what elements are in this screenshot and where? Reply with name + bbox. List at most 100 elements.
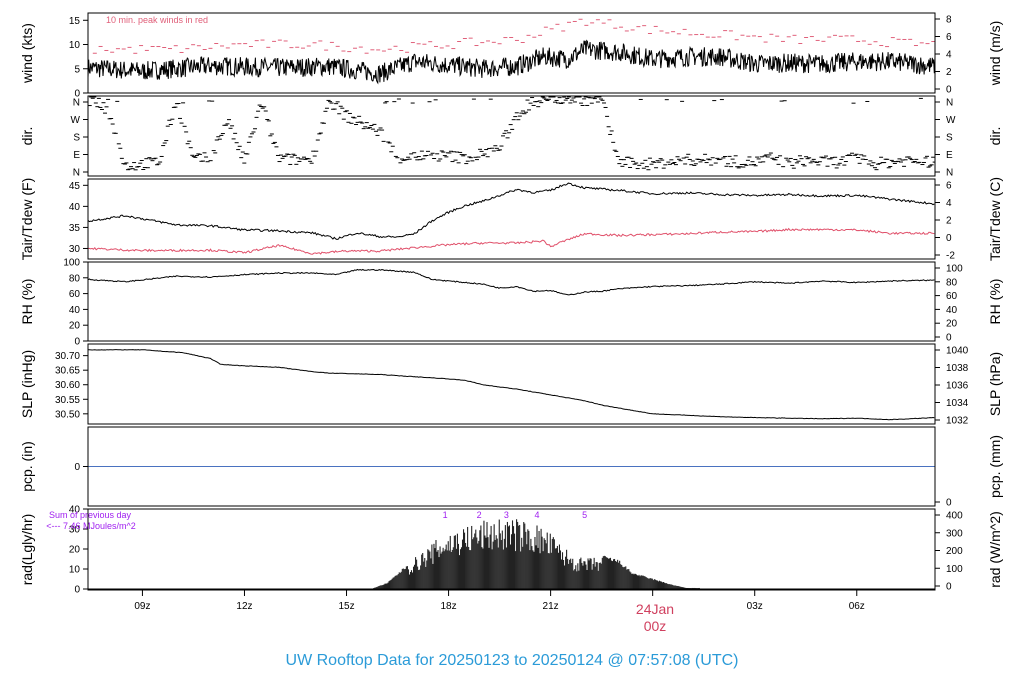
radiation-ytick-label-right: 0 [946,582,952,593]
temperature-ytick-label-right: -2 [946,251,955,262]
panel-radiation: rad(Lgly/hr) rad (W/m^2)01020304001002003… [19,505,1003,596]
slp-ytick-label-right: 1034 [946,398,969,409]
radiation-ytick-label-left: 20 [69,545,81,556]
slp-ytick-label-right: 1038 [946,363,969,374]
radiation-ytick-label-left: 0 [74,585,80,596]
dir-ylabel-left: dir. [19,127,35,146]
radiation-annotation-line1: Sum of previous day [49,510,132,520]
date-marker-date: 24Jan [636,601,674,617]
wind-ylabel-left: wind (kts) [19,23,35,84]
wind-ytick-label-right: 0 [946,85,952,96]
slp-ylabel-left: SLP (inHg) [19,350,35,418]
radiation-frame [87,508,936,591]
slp-ytick-label-left: 30.50 [55,409,80,420]
rh-ytick-label-right: 20 [946,319,958,330]
rh-ylabel-right: RH (%) [987,279,1003,325]
rh-ytick-label-left: 40 [69,305,81,316]
precip-ytick-label-right: 0 [946,498,952,509]
temperature-ytick-label-left: 40 [69,202,81,213]
slp-ytick-label-right: 1040 [946,346,969,357]
temperature-ytick-label-left: 30 [69,244,81,255]
wind-annotation: 10 min. peak winds in red [106,15,208,25]
wind-plot [88,18,935,85]
dir-ytick-label-right: E [946,150,953,161]
slp-ytick-label-left: 30.55 [55,395,80,406]
rh-ytick-label-left: 80 [69,273,81,284]
temperature-ytick-label-left: 35 [69,223,81,234]
slp-ytick-label-left: 30.65 [55,366,80,377]
rh-ytick-label-right: 40 [946,305,958,316]
panel-temperature: Tair/Tdew (F) Tair/Tdew (C) 30 35 40 45 -2 0 2 4 6 [19,177,1003,262]
precip-frame [87,426,936,507]
panel-rh: RH (%) RH (%) 0 20 40 60 80 100 0 20 40 60 80 100 [19,258,1003,348]
temperature-ytick-label-right: 2 [946,216,952,227]
radiation-hour-marker: 3 [504,510,509,520]
x-tick-label: 15z [338,601,354,612]
slp-frame [87,343,936,425]
dir-ytick-label-left: W [71,115,81,126]
slp-plot [88,349,935,421]
rh-plot [88,268,935,296]
temperature-frame [87,178,936,260]
wind-ytick-label-right: 8 [946,15,952,26]
dir-ytick-label-right: S [946,133,953,144]
wind-ytick-label-left: 5 [74,64,80,75]
wind-ytick-label-left: 10 [69,40,81,51]
rh-ylabel-left: RH (%) [19,279,35,325]
temperature-ylabel-right: Tair/Tdew (C) [987,177,1003,261]
x-tick-label: 06z [849,601,865,612]
dir-plot [88,96,935,171]
slp-ylabel-right: SLP (hPa) [987,352,1003,416]
temperature-ytick-label-right: 0 [946,233,952,244]
dir-ytick-label-right: N [946,168,953,179]
air-temperature-trace [88,182,935,241]
panel-precip: pcp. (in) pcp. (mm) 0 0 [19,426,1003,509]
rh-trace [88,268,935,296]
x-tick-label: 18z [441,601,457,612]
x-tick-label: 03z [747,601,763,612]
rh-ytick-label-right: 100 [946,264,963,275]
radiation-ytick-label-right: 300 [946,528,963,539]
wind-ytick-label-right: 2 [946,67,952,78]
x-tick-label: 21z [543,601,559,612]
temperature-ytick-label-left: 45 [69,181,81,192]
slp-ytick-label-right: 1036 [946,381,969,392]
temperature-ytick-label-right: 6 [946,181,952,192]
dir-ytick-label-left: N [73,98,80,109]
precip-ytick-label-left: 0 [74,462,80,473]
wind-ytick-label-right: 4 [946,50,952,61]
radiation-ytick-label-left: 40 [69,505,81,516]
temperature-ytick-label-right: 4 [946,198,952,209]
dewpoint-trace [88,227,935,255]
rh-ytick-label-left: 0 [74,337,80,348]
wind-ylabel-right: wind (m/s) [987,21,1003,87]
slp-ytick-label-left: 30.70 [55,351,80,362]
slp-trace [88,349,935,421]
panel-wind: wind (kts) wind (m/s) 0 5 10 15 0 2 4 6 8 10 min. p… [19,12,1003,100]
radiation-ytick-label-right: 200 [946,546,963,557]
slp-ytick-label-left: 30.60 [55,380,80,391]
radiation-ytick-label-left: 30 [69,525,81,536]
x-tick-label: 09z [134,601,150,612]
precip-ylabel-left: pcp. (in) [19,441,35,492]
wind-frame [87,12,936,94]
radiation-ylabel-right: rad (W/m^2) [987,511,1003,588]
rh-ytick-label-left: 20 [69,321,81,332]
rh-ytick-label-right: 0 [946,333,952,344]
x-axis: 09z 12z 15z 18z 21z 03z 06z [134,590,865,612]
rh-ytick-label-left: 60 [69,289,81,300]
dir-ytick-label-left: E [73,150,80,161]
rh-frame [87,261,936,342]
radiation-ytick-label-right: 100 [946,564,963,575]
dir-ytick-label-left: N [73,168,80,179]
radiation-ytick-label-right: 400 [946,511,963,522]
wind-ytick-label-right: 6 [946,32,952,43]
dir-ytick-label-left: S [73,133,80,144]
temperature-plot [88,182,935,255]
radiation-hour-marker: 2 [477,510,482,520]
date-marker-time: 00z [644,618,667,634]
figure-title: UW Rooftop Data for 20250123 to 20250124… [286,652,739,669]
radiation-plot [88,519,935,590]
panel-slp: SLP (inHg) SLP (hPa) 30.50 30.55 30.60 30.65 3… [19,343,1003,427]
